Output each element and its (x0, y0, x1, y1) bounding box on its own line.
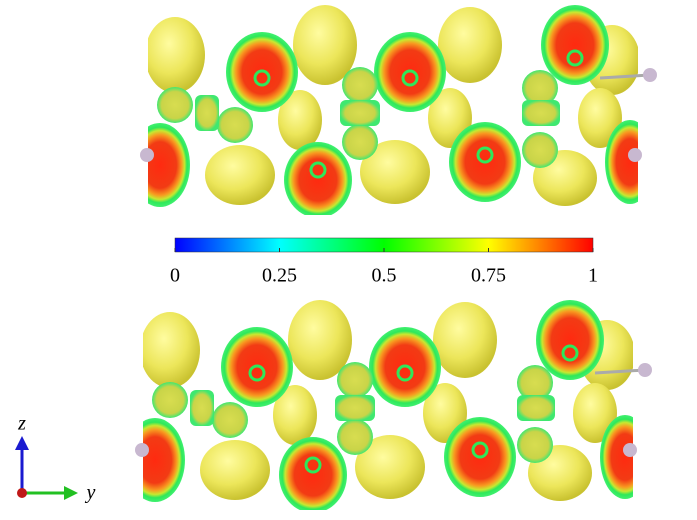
elf-render-top (130, 5, 657, 218)
tick-label: 1 (588, 265, 598, 287)
axis-triad: z y (15, 413, 96, 504)
tick-label: 0.25 (262, 265, 297, 287)
colorbar: 0 0.25 0.5 0.75 1 (170, 238, 598, 287)
tick-label: 0 (170, 265, 180, 287)
elf-render-bottom (125, 300, 652, 513)
tick-label: 0.5 (372, 265, 397, 287)
y-axis-label: y (85, 482, 96, 504)
z-axis-label: z (17, 413, 26, 435)
figure: 0 0.25 0.5 0.75 1 z y (0, 0, 697, 515)
tick-label: 0.75 (471, 265, 506, 287)
